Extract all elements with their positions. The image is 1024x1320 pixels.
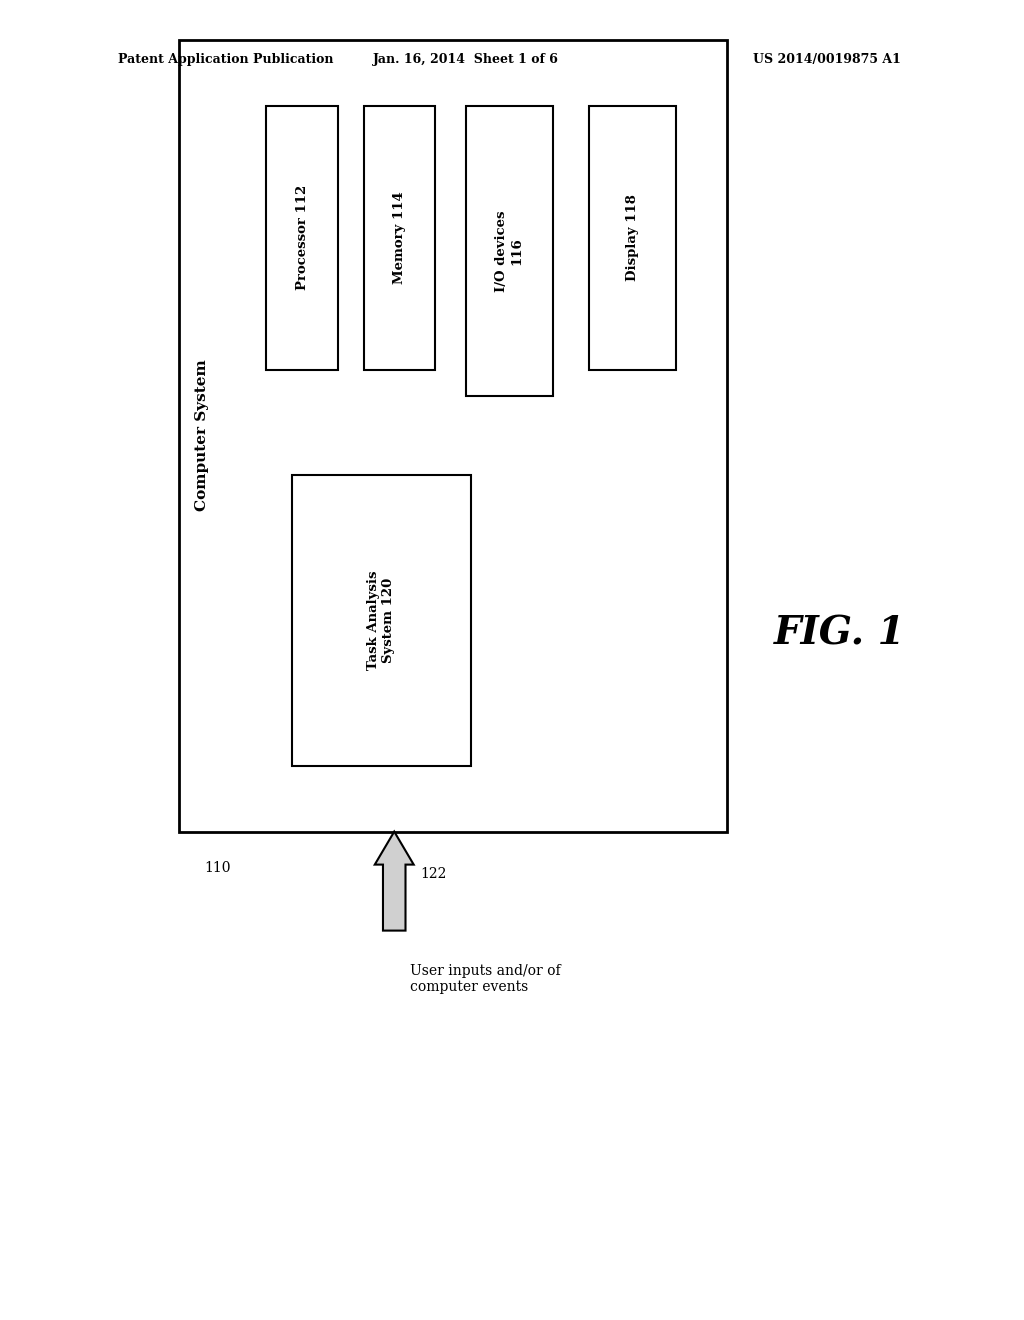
Text: Task Analysis
System 120: Task Analysis System 120 xyxy=(368,570,395,671)
Bar xyxy=(364,106,435,370)
Text: Display 118: Display 118 xyxy=(626,194,639,281)
Text: Memory 114: Memory 114 xyxy=(393,191,406,284)
Bar xyxy=(266,106,338,370)
Text: 110: 110 xyxy=(205,861,231,875)
Text: US 2014/0019875 A1: US 2014/0019875 A1 xyxy=(754,53,901,66)
Text: I/O devices
116: I/O devices 116 xyxy=(496,210,523,292)
Text: User inputs and/or of
computer events: User inputs and/or of computer events xyxy=(410,964,560,994)
Polygon shape xyxy=(375,832,414,931)
Bar xyxy=(179,40,727,832)
Bar xyxy=(292,475,471,766)
Bar xyxy=(589,106,676,370)
Text: Patent Application Publication: Patent Application Publication xyxy=(118,53,333,66)
Text: 122: 122 xyxy=(420,867,446,882)
Text: FIG. 1: FIG. 1 xyxy=(774,615,905,652)
Text: Computer System: Computer System xyxy=(195,360,209,511)
Text: Jan. 16, 2014  Sheet 1 of 6: Jan. 16, 2014 Sheet 1 of 6 xyxy=(373,53,559,66)
Bar xyxy=(466,106,553,396)
Text: Processor 112: Processor 112 xyxy=(296,185,308,290)
